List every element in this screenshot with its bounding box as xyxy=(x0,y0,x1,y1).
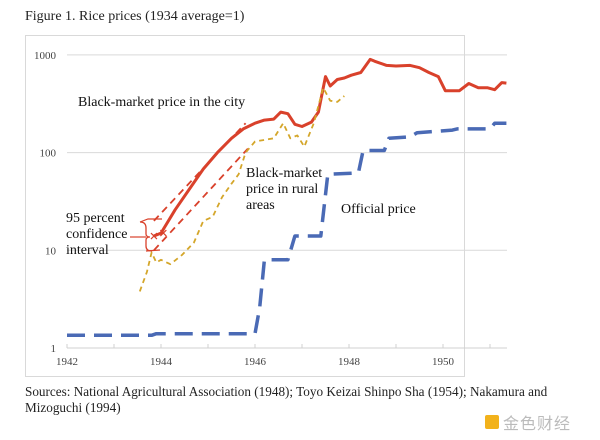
x-tick-label-1948: 1948 xyxy=(338,356,361,368)
y-tick-label-10: 10 xyxy=(45,245,57,257)
x-axis: 1942 1944 1946 1948 1950 xyxy=(56,344,507,368)
label-city-price: Black-market price in the city xyxy=(78,95,245,110)
ci-brace-top xyxy=(139,218,162,223)
ci-lower-line xyxy=(153,147,249,251)
ci-brace xyxy=(139,221,153,252)
watermark-logo-icon xyxy=(485,415,499,429)
y-tick-labels: 1 10 100 1000 xyxy=(34,50,57,355)
x-tick-label-1944: 1944 xyxy=(150,356,173,368)
watermark-text: 金色财经 xyxy=(503,414,572,433)
y-tick-label-1: 1 xyxy=(51,343,57,355)
series-official-price xyxy=(67,121,507,338)
figure-title: Figure 1. Rice prices (1934 average=1) xyxy=(25,9,245,24)
series-lines xyxy=(67,57,507,338)
sources-note: Sources: National Agricultural Associati… xyxy=(25,384,548,415)
y-tick-label-1000: 1000 xyxy=(34,50,57,62)
x-tick-label-1946: 1946 xyxy=(244,356,267,368)
city-marker-0 xyxy=(150,232,158,240)
label-rural-price-line1: Black-market price in rural areas xyxy=(246,166,322,213)
series-city-price xyxy=(153,57,507,238)
x-tick-label-1942: 1942 xyxy=(56,356,78,368)
grid-lines xyxy=(67,54,507,251)
ci-brace-bottom xyxy=(145,249,161,252)
city-marker-1 xyxy=(159,229,167,237)
y-tick-label-100: 100 xyxy=(40,148,57,160)
watermark: 金色财经 xyxy=(485,410,571,434)
annotations: Black-market price in the city Black-mar… xyxy=(66,95,416,258)
chart-frame xyxy=(25,35,465,377)
label-confidence-interval: 95 percent confidence interval xyxy=(66,211,127,258)
series-rural-price xyxy=(138,86,345,292)
label-official-price: Official price xyxy=(341,202,416,217)
x-tick-label-1950: 1950 xyxy=(432,356,455,368)
